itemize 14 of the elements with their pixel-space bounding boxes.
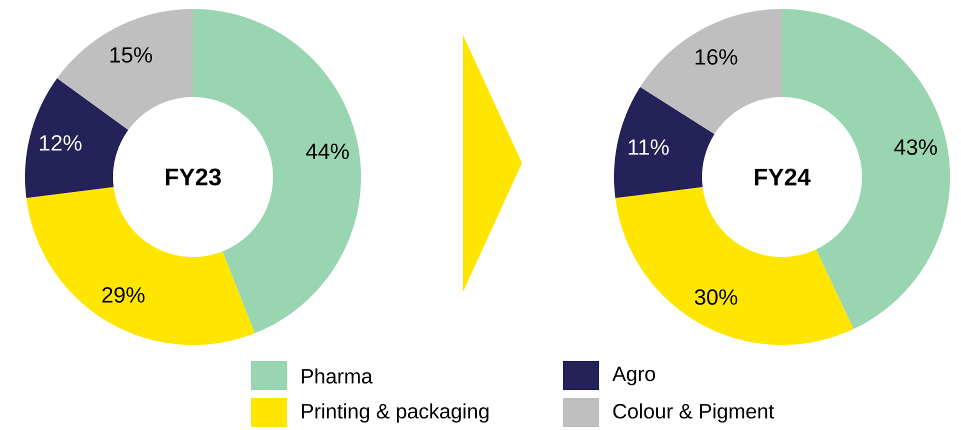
data-label: 43% bbox=[894, 139, 937, 155]
legend-label: Agro bbox=[612, 366, 656, 386]
legend-label: Colour & Pigment bbox=[613, 403, 774, 423]
data-label: 29% bbox=[102, 287, 144, 303]
data-label: 12% bbox=[40, 135, 82, 151]
text: FY24 bbox=[754, 168, 811, 186]
data-label: 16% bbox=[696, 49, 738, 65]
data-label: 15% bbox=[110, 47, 152, 63]
data-label: 11% bbox=[628, 139, 669, 155]
data-label: 44% bbox=[306, 144, 349, 160]
text: FY23 bbox=[166, 168, 221, 186]
data-label: 30% bbox=[694, 289, 738, 305]
legend-label: Printing & packaging bbox=[302, 403, 488, 423]
legend-label: Pharma bbox=[302, 368, 373, 384]
